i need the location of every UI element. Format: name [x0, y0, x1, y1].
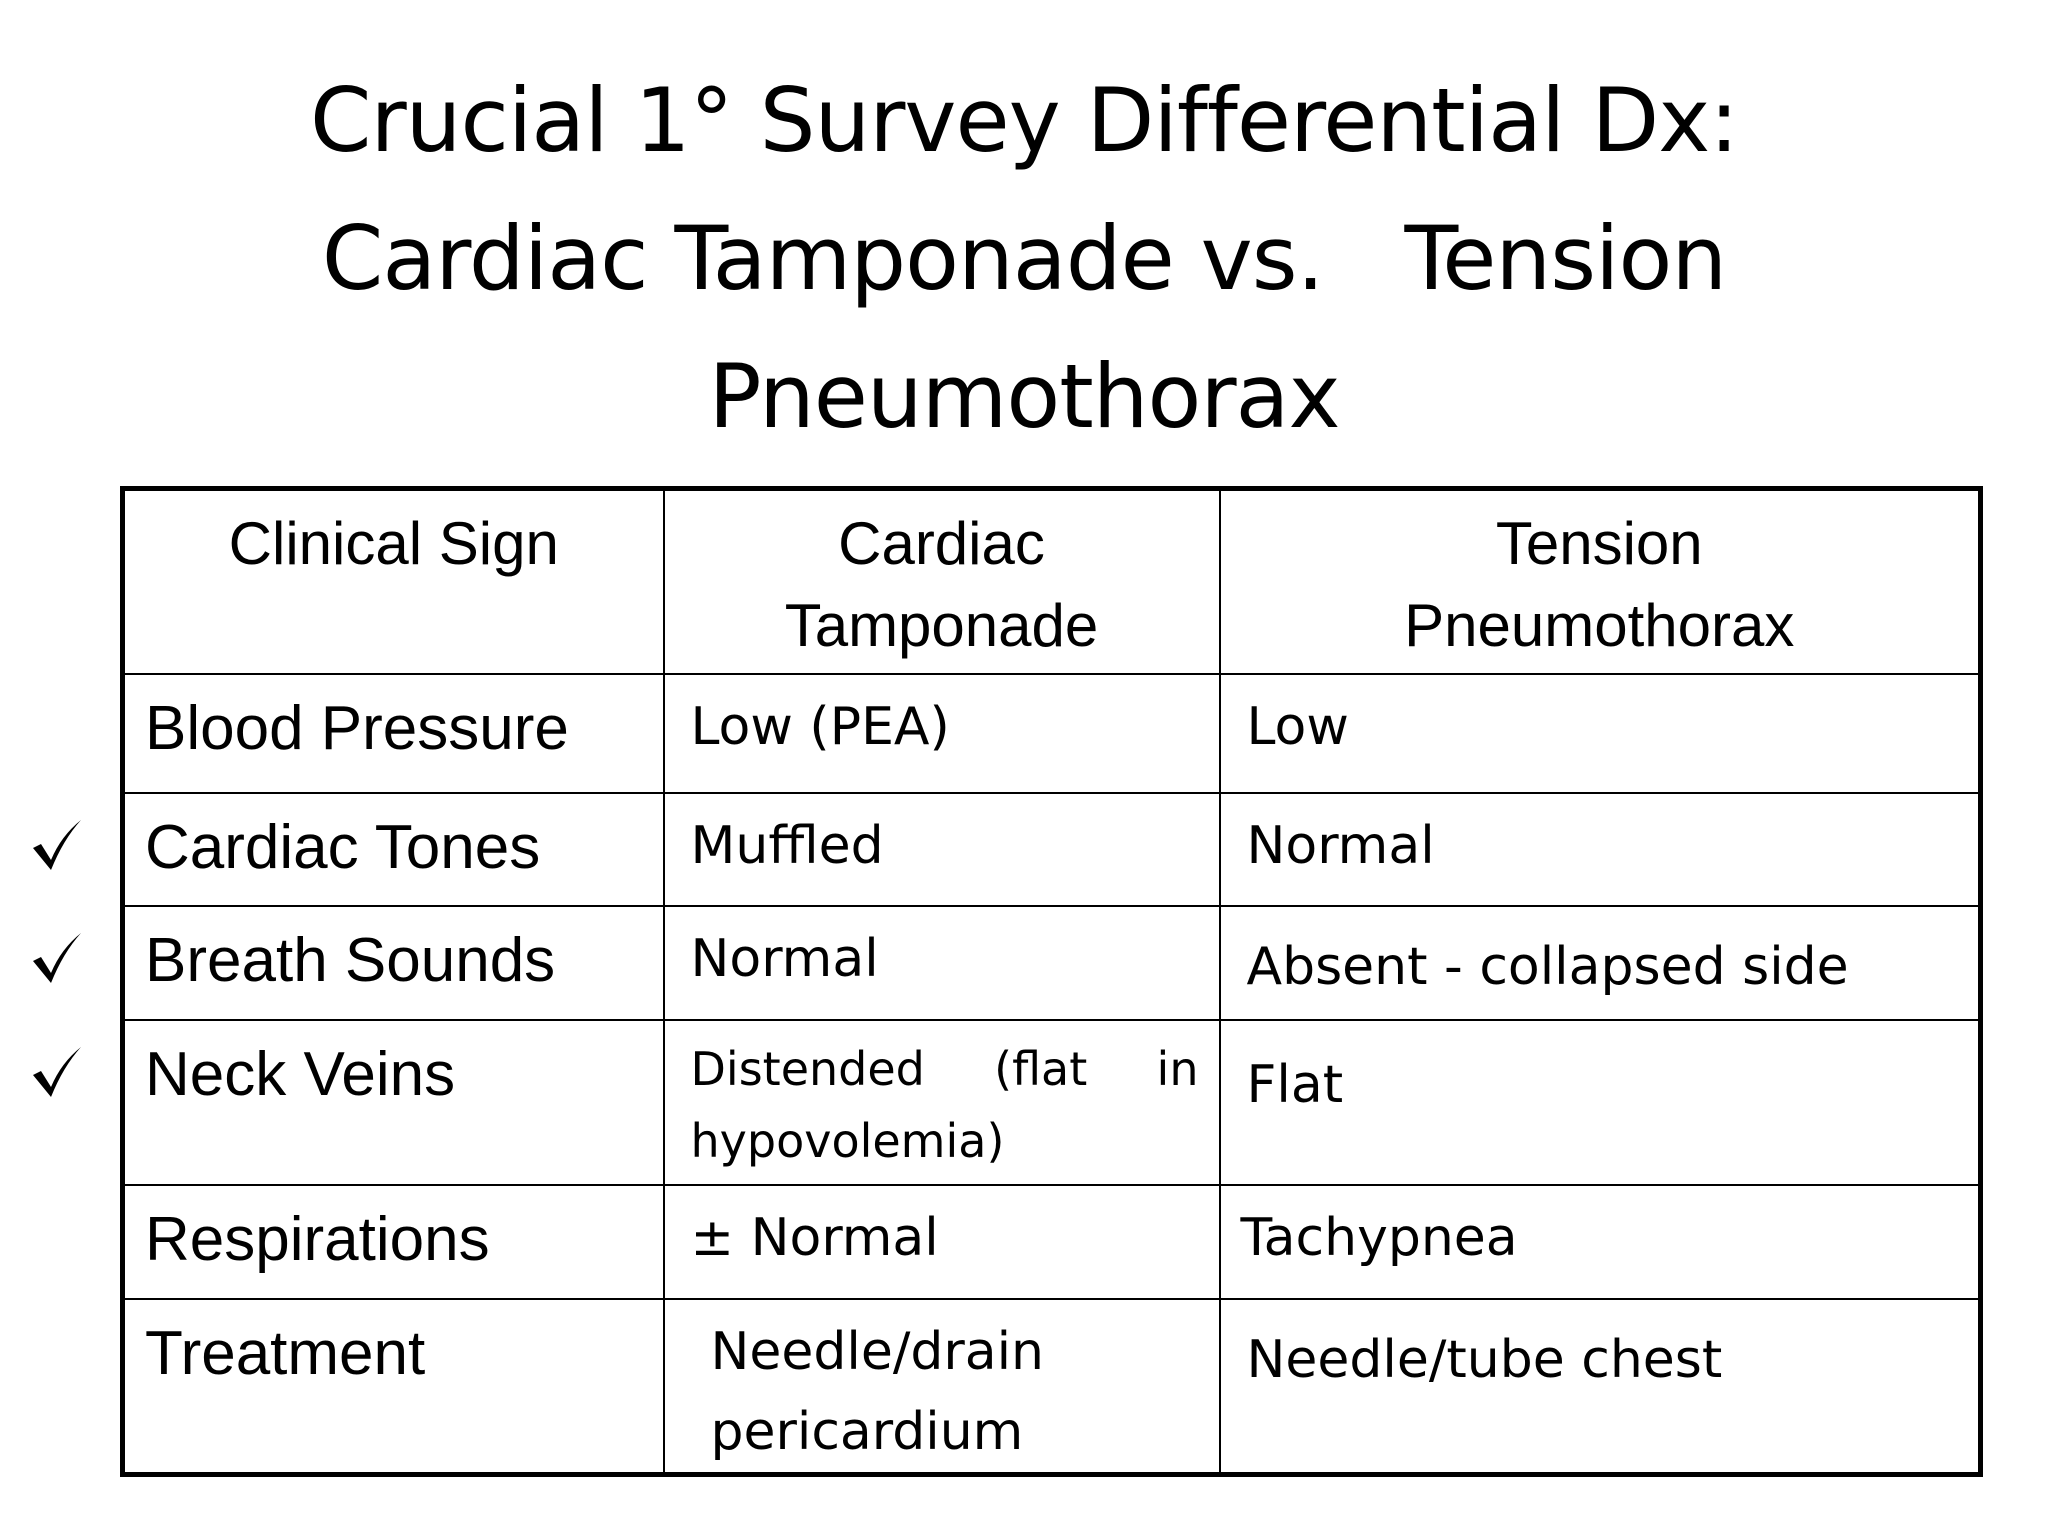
row: Cardiac Tones Muffled Normal: [33, 791, 1982, 907]
cell: Muffled: [662, 791, 1221, 907]
row-label: Treatment: [121, 1297, 665, 1475]
row-label-text: Neck Veins: [145, 1039, 456, 1109]
row-label: Respirations: [121, 1183, 665, 1300]
row: Neck Veins Distended (flat in hypovolemi…: [33, 1018, 1982, 1186]
row-label-text: Cardiac Tones: [145, 812, 541, 882]
cell: Normal: [1218, 791, 1982, 907]
row: Respirations ± Normal Tachypnea: [121, 1183, 1982, 1300]
cell: Flat: [1218, 1018, 1982, 1186]
cell: ± Normal: [662, 1183, 1221, 1300]
check-mark: [33, 1046, 81, 1097]
row: Treatment Needle/drain pericardium Needl…: [121, 1297, 1982, 1475]
row: Breath Sounds Normal Absent - collapsed …: [33, 904, 1982, 1021]
column-header: Cardiac Tamponade: [662, 487, 1221, 675]
cell: Tachypnea: [1218, 1183, 1982, 1300]
cell: Needle/tube chest: [1218, 1297, 1982, 1475]
title-line: Cardiac Tamponade vs. Tension: [321, 207, 1727, 310]
column-header: Tension Pneumothorax: [1218, 487, 1982, 675]
title-line: Pneumothorax: [708, 345, 1340, 448]
row-label: Cardiac Tones: [33, 791, 665, 907]
title-line: Crucial 1° Survey Differential Dx:: [310, 69, 1739, 172]
cell: Absent - collapsed side: [1218, 904, 1982, 1021]
comparison-table: Clinical Sign Cardiac Tamponade Tension …: [33, 486, 1983, 1477]
row: Blood Pressure Low (PEA) Low: [121, 672, 1982, 794]
cell: Distended (flat in hypovolemia): [662, 1018, 1221, 1186]
title: Crucial 1° Survey Differential Dx: Cardi…: [0, 52, 2048, 466]
header-row: Clinical Sign Cardiac Tamponade Tension …: [121, 487, 1982, 675]
cell: Normal: [662, 904, 1221, 1021]
row-label-text: Breath Sounds: [145, 925, 556, 995]
row-label: Blood Pressure: [121, 672, 665, 794]
row-label: Neck Veins: [33, 1018, 665, 1186]
cell: Low (PEA): [662, 672, 1221, 794]
check-mark: [33, 819, 81, 870]
check-mark: [33, 932, 81, 983]
row-label: Breath Sounds: [33, 904, 665, 1021]
cell: Low: [1218, 672, 1982, 794]
cell: Needle/drain pericardium: [662, 1297, 1221, 1475]
column-header: Clinical Sign: [121, 487, 665, 675]
